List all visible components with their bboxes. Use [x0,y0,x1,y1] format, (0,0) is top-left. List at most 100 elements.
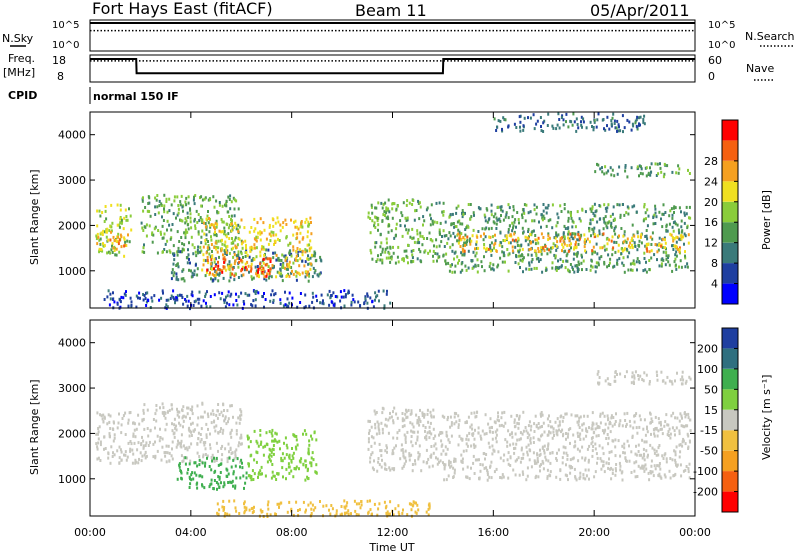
cell-r7-371 [451,222,454,226]
cell-r6-1 [614,379,617,383]
cell-r5-551 [558,428,560,432]
cell-r2-117 [225,245,228,249]
cell-r4-87 [229,223,232,226]
cell-r5-14 [656,434,659,438]
cell-r7-697 [592,250,595,254]
cell-r2-198 [161,250,164,254]
cell-r10-202 [204,292,207,296]
cell-r5-3 [221,269,224,273]
cell-r1-96 [202,455,205,459]
cell-r6-43 [625,370,628,374]
cell-r10-227 [339,290,342,294]
cell-r2-235 [227,195,230,199]
cell-r5-38 [264,263,267,267]
cell-r5-619 [674,416,677,420]
cell-r3-159 [295,447,298,451]
cell-r3-215 [312,266,315,270]
cell-r7-722 [551,226,554,230]
cell-r10-238 [170,294,173,298]
cell-r5-270 [588,426,590,430]
cell-r10-123 [339,299,342,303]
cell-r5-603 [464,421,467,425]
cell-r7-37 [566,252,569,256]
cell-r4-130 [388,416,391,420]
cell-r7-175 [498,217,501,221]
cell-r7-378 [595,261,598,265]
cell-r5-607 [445,452,448,456]
cell-r11-5 [527,116,529,120]
cell-r2-1 [219,471,222,474]
cell-r3-24 [272,256,275,260]
cell-r7-449 [580,233,583,237]
cell-r4-33 [376,420,379,424]
cell-r8-82 [645,245,648,249]
cell-r1-227 [204,447,207,451]
freq-series [90,58,695,75]
cell-r3-105 [315,438,318,442]
cell-r8-89 [483,232,485,236]
cell-r5-746 [500,423,503,427]
cell-r10-126 [287,305,290,309]
cell-r2-79 [152,233,155,237]
cell-r4-51 [385,444,388,448]
cell-r2-247 [215,219,218,223]
cell-r11-121 [611,116,614,120]
cell-r2-133 [193,195,195,199]
cell-r1-252 [197,431,200,435]
cell-r10-4 [364,295,367,299]
cell-r3-106 [278,258,281,262]
cell-r0-63 [104,209,107,213]
cell-r3-43 [243,268,246,272]
cell-r2-162 [169,237,172,241]
cell-r2-27 [210,468,213,472]
colorbar-tick-label-2: 12 [704,237,718,250]
cell-r5-596 [630,450,633,454]
cell-r5-288 [468,477,471,481]
cell-r4-45 [401,425,404,429]
cell-r2-0 [241,461,243,465]
cell-r7-8 [345,511,348,515]
cell-r5-124 [569,427,572,431]
cell-r1-219 [230,452,233,455]
cell-r11-9 [630,128,633,132]
cell-r5-659 [503,410,506,414]
cell-r7-288 [610,225,613,229]
cell-r5-148 [512,442,515,446]
cell-r3-51 [183,279,186,283]
cell-r6-22 [639,374,642,378]
cell-r6-11 [416,229,419,233]
cell-r5-550 [562,445,565,449]
cell-r5-346 [594,442,597,446]
cell-r3-167 [297,254,299,257]
cell-r7-88 [662,212,665,216]
cell-r11-111 [519,125,521,129]
cell-r3-9 [280,456,283,460]
cell-r3-59 [305,464,308,467]
cell-r5-749 [526,466,529,470]
cell-r1-257 [186,448,189,452]
cell-r10-80 [244,292,247,296]
cell-r10-30 [161,289,164,293]
cell-r7-148 [243,500,246,504]
cell-r7-223 [598,232,601,236]
cell-r1-102 [200,438,203,441]
colorbar-tick-label-5: 24 [704,175,718,188]
cell-r0-105 [101,417,104,421]
cell-r6-85 [405,249,408,253]
cell-r4-265 [277,237,279,241]
cell-r10-6 [130,300,133,304]
cell-r11-40 [593,120,596,124]
cell-r9-20 [605,171,608,175]
cell-r5-113 [671,458,674,462]
cell-r3-190 [188,257,190,261]
cell-r10-177 [351,293,354,297]
cell-r5-266 [478,458,480,462]
cell-r6-23 [411,203,414,206]
cell-r5-463 [591,421,594,425]
cell-r10-93 [108,303,111,307]
cell-r4-71 [228,267,231,271]
cell-r8-96 [458,236,461,240]
cell-r4-127 [270,234,273,238]
cell-r2-10 [208,485,211,489]
cell-r5-302 [634,475,637,479]
